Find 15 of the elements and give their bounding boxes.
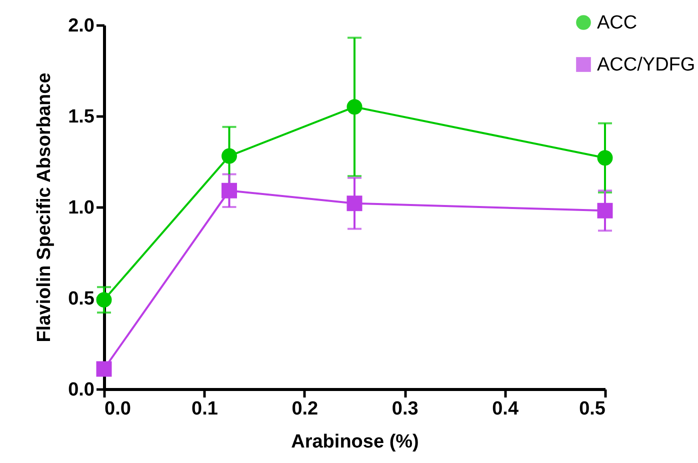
x-tick-label: 0.2 [292, 398, 318, 420]
x-tick-label: 0.3 [392, 398, 418, 420]
x-tick-label: 0.5 [579, 398, 606, 420]
x-tick-label: 0.0 [104, 398, 131, 420]
legend-label: ACC/YDFG [597, 54, 696, 76]
x-tick-label: 0.4 [492, 398, 519, 420]
y-tick-label: 1.5 [68, 106, 95, 128]
x-axis-title: Arabinose (%) [291, 432, 419, 452]
y-axis-title: Flaviolin Specific Absorbance [34, 72, 56, 342]
y-tick-label: 1.0 [68, 198, 94, 218]
y-tick-label: 0.5 [68, 288, 95, 310]
y-tick-label: 2.0 [68, 16, 94, 36]
y-tick-label: 0.0 [68, 380, 94, 400]
x-tick-label: 0.1 [191, 398, 218, 420]
legend-label: ACC [597, 12, 638, 34]
